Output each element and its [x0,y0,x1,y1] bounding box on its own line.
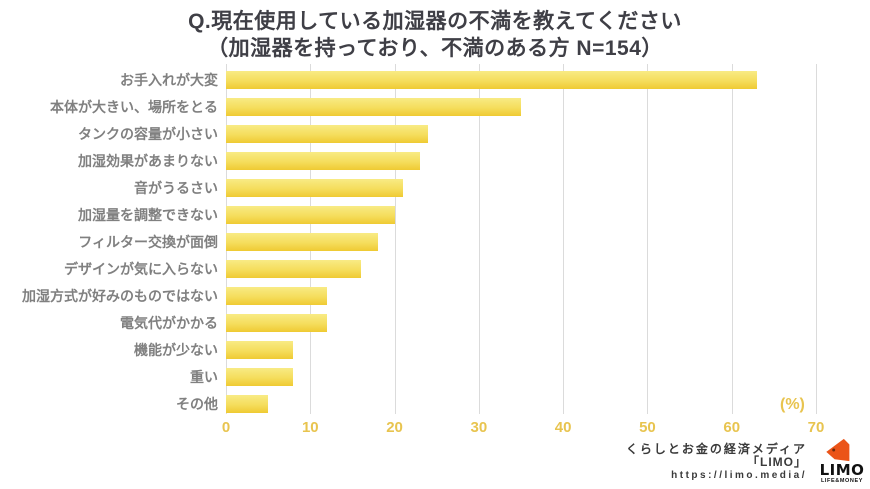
bar [226,260,361,278]
chart-title-line2: （加湿器を持っており、不満のある方 N=154） [207,37,663,60]
category-label: 電気代がかかる [120,315,218,331]
category-label: 機能が少ない [134,342,218,358]
bar [226,71,757,89]
x-tick-label: 40 [554,419,572,436]
bar [226,314,328,332]
bar [226,395,269,413]
bar [226,341,294,359]
category-label: 加湿効果があまりない [78,153,218,169]
category-label: 音がうるさい [134,180,218,196]
category-label: 本体が大きい、場所をとる [50,99,218,115]
gridline [563,64,565,414]
logo-wordmark: LIMO [819,461,865,479]
gridline [731,64,733,414]
value-axis: 0 10 20 30 40 50 60 70 [222,419,846,439]
category-label: 加湿量を調整できない [78,207,218,223]
bar [226,206,395,224]
gridline [478,64,480,414]
category-axis: お手入れが大変本体が大きい、場所をとるタンクの容量が小さい 加湿効果があまりない音… [0,64,218,414]
category-label: お手入れが大変 [120,72,218,88]
footer-brand-name: 「LIMO」 [747,455,807,469]
footer-media-name: くらしとお金の経済メディア [625,442,807,456]
limo-logo: LIMO LIFE&MONEY [817,438,867,485]
x-tick-label: 70 [807,419,825,436]
x-tick-label: 50 [639,419,656,436]
bar [226,179,403,197]
gridline [647,64,649,414]
footer-credit: くらしとお金の経済メディア 「LIMO」 https://limo.media/ [626,442,807,482]
category-label: その他 [176,396,218,412]
category-label: 重い [190,369,218,385]
bar [226,98,521,116]
category-label: 加湿方式が好みのものではない [22,288,218,304]
plot-area [226,64,817,414]
logo-tagline: LIFE&MONEY [820,478,864,484]
chart-title: Q.現在使用している加湿器の不満を教えてください （加湿器を持っており、不満のあ… [0,8,870,62]
fox-icon [826,438,850,462]
axis-unit-label: (%) [780,396,805,413]
bar [226,152,420,170]
x-tick-label: 60 [723,419,741,436]
x-tick-label: 10 [301,419,319,436]
bar [226,287,328,305]
x-tick-label: 20 [386,419,403,436]
bar [226,368,294,386]
x-tick-label: 30 [470,419,488,436]
category-label: デザインが気に入らない [64,261,218,277]
category-label: フィルター交換が面倒 [78,234,218,250]
category-label: タンクの容量が小さい [78,126,218,142]
x-tick-label: 0 [221,419,231,436]
chart-title-line1: Q.現在使用している加湿器の不満を教えてください [188,10,682,33]
footer-url: https://limo.media/ [671,470,807,481]
bar [226,125,429,143]
gridline [394,64,396,414]
gridline [816,64,817,414]
bar [226,233,378,251]
